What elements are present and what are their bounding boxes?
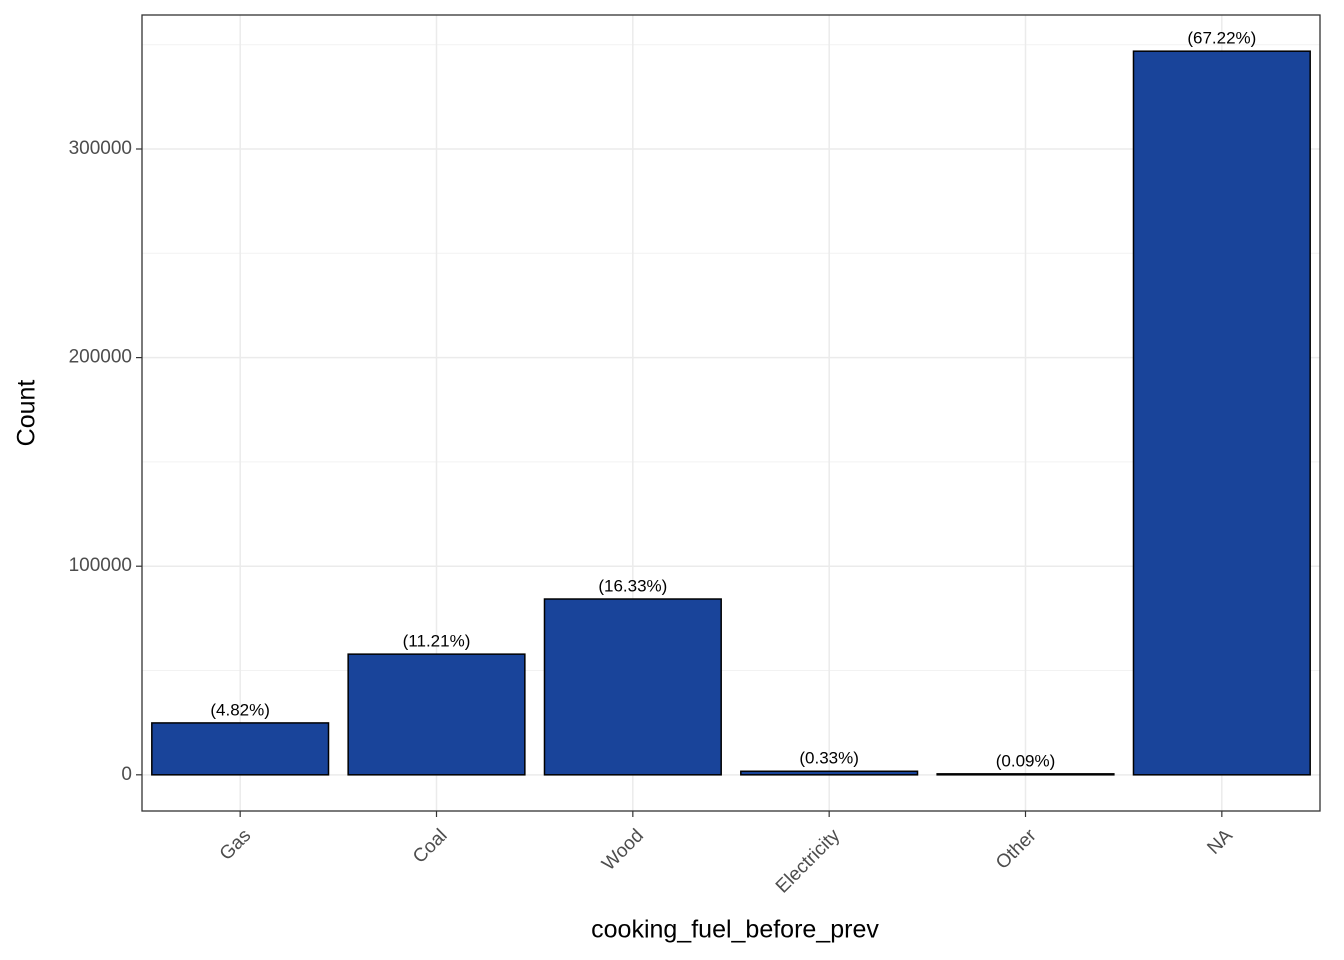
bar-label: (16.33%) — [598, 577, 667, 596]
bar — [740, 770, 919, 776]
bar-label: (4.82%) — [210, 700, 270, 719]
bar-label: (11.21%) — [403, 632, 471, 651]
bar — [151, 722, 330, 776]
y-tick-label: 300000 — [69, 138, 132, 159]
panel-border — [141, 14, 1321, 812]
y-tick-label: 100000 — [69, 555, 132, 576]
bar — [1132, 50, 1311, 776]
bar — [543, 598, 722, 776]
bar — [347, 653, 526, 776]
y-axis-title: Count — [13, 380, 41, 447]
y-tick-label: 200000 — [69, 347, 132, 368]
y-tick-label: 0 — [121, 764, 132, 785]
bar-label: (0.33%) — [799, 749, 859, 768]
bar-label: (67.22%) — [1187, 29, 1256, 48]
bar-label: (0.09%) — [996, 751, 1056, 770]
bar — [936, 773, 1115, 776]
x-axis-title: cooking_fuel_before_prev — [591, 916, 879, 944]
